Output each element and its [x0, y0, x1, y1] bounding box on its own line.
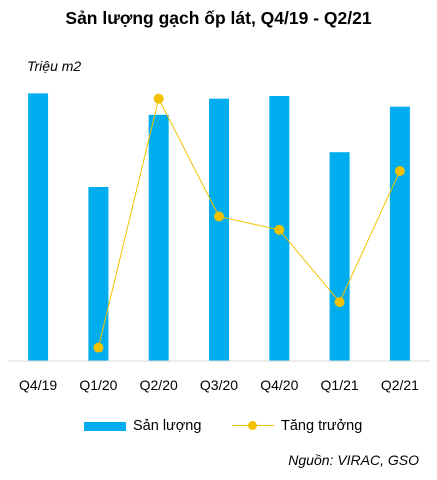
growth-point-Q4/20 [274, 224, 285, 235]
legend-label-line: Tăng trưởng [281, 418, 363, 434]
x-tick-label: Q4/19 [19, 377, 57, 393]
bar-Q3/20 [209, 98, 229, 361]
x-tick-labels: Q4/19 Q1/20 Q2/20 Q3/20 Q4/20 Q1/21 Q2/21 [19, 377, 419, 393]
legend-label-bar: Sản lượng [133, 418, 202, 434]
growth-point-Q2/21 [394, 166, 405, 176]
bar-Q4/19 [28, 93, 49, 362]
x-tick-label: Q4/20 [260, 377, 298, 393]
x-tick-label: Q3/20 [200, 377, 238, 393]
legend-swatch-bar [84, 421, 126, 431]
chart-title: Sản lượng gạch ốp lát, Q4/19 - Q2/21 [65, 8, 372, 28]
growth-point-Q1/20 [93, 342, 104, 353]
legend-item-bar: Sản lượng [84, 418, 201, 434]
bar-Q1/20 [88, 187, 109, 361]
source-note: Nguồn: VIRAC, GSO [288, 452, 419, 468]
x-tick-label: Q1/21 [321, 377, 359, 393]
bar-Q1/21 [329, 152, 350, 361]
bar-Q2/21 [389, 106, 410, 361]
legend-swatch-line [232, 420, 274, 432]
y-unit-label: Triệu m2 [27, 58, 82, 74]
bar-Q2/20 [148, 114, 169, 361]
growth-line [97, 97, 401, 348]
legend: Sản lượng Tăng trưởng [0, 418, 437, 438]
legend-item-line: Tăng trưởng [232, 418, 362, 434]
growth-point-Q3/20 [214, 211, 224, 222]
x-tick-label: Q2/21 [381, 377, 419, 393]
growth-point-Q2/20 [153, 93, 164, 104]
bar-series [28, 93, 410, 362]
growth-point-Q1/21 [334, 297, 345, 308]
x-tick-label: Q1/20 [79, 377, 117, 393]
line-series [93, 93, 405, 353]
chart-plot: Q4/19 Q1/20 Q2/20 Q3/20 Q4/20 Q1/21 Q2/21 [8, 93, 430, 393]
x-tick-label: Q2/20 [140, 377, 178, 393]
